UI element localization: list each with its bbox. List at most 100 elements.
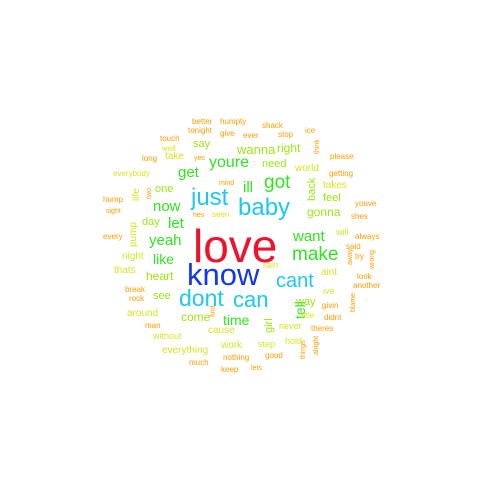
cloud-word-love: love <box>193 220 278 272</box>
cloud-word-away: away <box>347 248 354 265</box>
cloud-word-takes: takes <box>323 180 347 191</box>
cloud-word-world: world <box>295 163 319 174</box>
cloud-word-another: another <box>353 281 381 290</box>
cloud-word-think: think <box>314 139 321 154</box>
cloud-word-aint: aint <box>321 267 338 278</box>
cloud-word-nothing: nothing <box>223 353 250 362</box>
cloud-word-didnt: didnt <box>324 313 342 322</box>
cloud-word-like: like <box>153 251 175 267</box>
cloud-word-ice: ice <box>305 126 316 135</box>
cloud-word-blame: blame <box>350 292 357 312</box>
cloud-word-everybody: everybody <box>113 169 150 178</box>
cloud-word-much: much <box>189 358 209 367</box>
cloud-word-never: never <box>279 321 302 331</box>
cloud-word-wrong: wrong <box>369 249 376 269</box>
cloud-word-baby: baby <box>238 194 291 221</box>
cloud-word-take: take <box>165 151 184 162</box>
cloud-word-give: give <box>220 129 235 138</box>
cloud-word-tonight: tonight <box>188 126 213 135</box>
cloud-word-gonna: gonna <box>307 205 341 219</box>
cloud-word-cause: cause <box>208 325 235 336</box>
cloud-word-good: good <box>265 351 283 360</box>
cloud-word-feel: feel <box>323 192 341 204</box>
cloud-word-hes: hes <box>193 212 205 219</box>
cloud-word-mind: mind <box>219 180 235 187</box>
cloud-word-break: break <box>125 285 146 294</box>
cloud-word-just: just <box>191 184 229 211</box>
cloud-word-yeah: yeah <box>149 232 182 249</box>
cloud-word-know: know <box>187 257 260 292</box>
cloud-word-day: day <box>142 216 160 228</box>
cloud-word-look: look <box>357 272 372 281</box>
cloud-word-two: two <box>146 188 153 199</box>
cloud-word-one: one <box>155 183 174 195</box>
cloud-word-touch: touch <box>160 134 180 143</box>
cloud-word-get: get <box>178 164 199 181</box>
cloud-word-will: will <box>336 227 349 237</box>
cloud-word-man: man <box>145 321 161 330</box>
cloud-word-said: said <box>346 242 361 251</box>
cloud-word-rock: rock <box>129 294 145 303</box>
cloud-word-right: right <box>277 141 301 155</box>
cloud-word-life: life <box>131 188 142 201</box>
cloud-word-dont: dont <box>179 285 224 311</box>
cloud-word-keep: keep <box>221 365 239 374</box>
cloud-word-let: let <box>168 215 184 232</box>
cloud-word-stop: stop <box>278 130 294 139</box>
cloud-word-wanna: wanna <box>237 142 276 157</box>
cloud-word-little: little <box>300 311 315 320</box>
cloud-word-everything: everything <box>162 345 209 356</box>
cloud-word-theres: theres <box>311 324 334 333</box>
cloud-word-see: see <box>153 290 171 302</box>
cloud-word-ever: ever <box>243 131 259 140</box>
cloud-word-try: try <box>355 252 364 261</box>
cloud-word-youre: youre <box>209 154 250 171</box>
cloud-word-find: find <box>210 305 217 317</box>
cloud-word-around: around <box>127 308 159 319</box>
cloud-word-want: want <box>293 228 325 245</box>
cloud-word-can: can <box>233 287 269 312</box>
cloud-word-thats: thats <box>114 265 136 276</box>
cloud-word-heart: heart <box>146 269 174 283</box>
cloud-word-givin: givin <box>322 301 339 310</box>
cloud-word-rain: rain <box>263 260 279 270</box>
cloud-word-sight: sight <box>106 208 121 215</box>
cloud-word-hump: hump <box>103 195 124 204</box>
cloud-word-work: work <box>221 340 243 351</box>
cloud-word-better: better <box>192 117 213 126</box>
cloud-word-humpty: humpty <box>220 117 247 126</box>
cloud-word-youve: youve <box>355 199 377 208</box>
cloud-word-need: need <box>262 158 287 170</box>
cloud-word-say: say <box>193 138 211 150</box>
cloud-word-now: now <box>153 198 181 215</box>
cloud-word-pump: pump <box>128 221 139 247</box>
cloud-word-always: always <box>355 232 380 241</box>
cloud-word-things: things <box>300 340 307 359</box>
cloud-word-got: got <box>264 172 291 193</box>
cloud-word-yes: yes <box>194 155 205 162</box>
cloud-word-cant: cant <box>276 270 314 292</box>
cloud-word-seen: seen <box>212 210 230 219</box>
cloud-word-every: every <box>103 232 123 241</box>
cloud-word-hold: hold <box>285 336 303 346</box>
cloud-word-long: long <box>142 154 158 163</box>
cloud-word-night: night <box>122 251 144 262</box>
cloud-word-alright: alright <box>313 335 320 355</box>
cloud-word-way: way <box>296 296 316 308</box>
cloud-word-shes: shes <box>351 212 368 221</box>
cloud-word-please: please <box>330 152 354 161</box>
cloud-word-well: well <box>162 144 176 153</box>
cloud-word-lets: lets <box>251 365 262 372</box>
cloud-word-girl: girl <box>263 318 275 333</box>
cloud-word-time: time <box>223 312 250 328</box>
cloud-word-ive: ive <box>323 286 335 296</box>
cloud-word-getting: getting <box>329 169 354 178</box>
cloud-word-back: back <box>306 177 318 201</box>
cloud-word-shack: shack <box>262 121 283 130</box>
cloud-word-make: make <box>292 244 339 265</box>
cloud-word-step: step <box>258 339 276 349</box>
cloud-word-come: come <box>181 310 211 324</box>
cloud-word-without: without <box>153 331 182 341</box>
cloud-word-ill: ill <box>243 179 253 196</box>
